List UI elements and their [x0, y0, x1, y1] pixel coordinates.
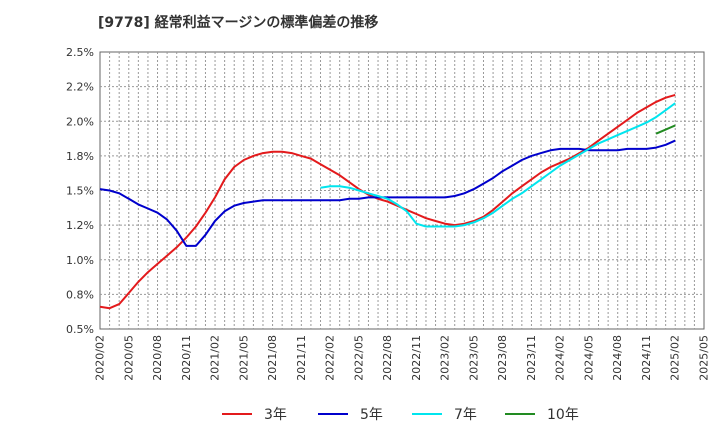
series-line-10年	[655, 124, 676, 135]
series-line-3年	[99, 93, 676, 310]
legend-label: 7年	[454, 407, 477, 423]
x-tick-label: 2023/02	[439, 335, 452, 381]
x-tick-label: 2024/11	[640, 335, 653, 381]
y-tick-label: 2.2%	[66, 81, 94, 94]
x-tick-label: 2022/11	[410, 335, 423, 381]
legend-label: 3年	[264, 407, 287, 423]
series-line-7年	[320, 102, 676, 228]
x-tick-label: 2023/08	[496, 335, 509, 381]
x-axis: 2020/02 2020/05 2020/08 2020/11 2021/02 2021/…	[94, 335, 711, 381]
x-tick-label: 2025/05	[698, 335, 711, 381]
y-tick-label: 0.8%	[66, 288, 94, 301]
legend-label: 10年	[547, 407, 579, 423]
x-tick-label: 2023/05	[467, 335, 480, 381]
x-tick-label: 2022/08	[381, 335, 394, 381]
x-tick-label: 2020/02	[94, 335, 107, 381]
x-tick-label: 2023/11	[525, 335, 538, 381]
y-tick-label: 1.5%	[66, 185, 94, 198]
x-tick-label: 2021/08	[266, 335, 279, 381]
x-tick-label: 2022/02	[324, 335, 337, 381]
y-tick-label: 2.5%	[66, 46, 94, 59]
x-tick-label: 2021/05	[237, 335, 250, 381]
y-tick-label: 1.2%	[66, 219, 94, 232]
x-tick-label: 2021/02	[209, 335, 222, 381]
series-line-5年	[99, 139, 676, 247]
x-tick-label: 2025/02	[669, 335, 682, 381]
series-lines	[99, 93, 676, 310]
legend-label: 5年	[360, 407, 383, 423]
x-tick-label: 2024/08	[611, 335, 624, 381]
x-tick-label: 2022/05	[352, 335, 365, 381]
x-tick-label: 2024/05	[582, 335, 595, 381]
x-tick-label: 2020/11	[180, 335, 193, 381]
y-tick-label: 1.0%	[66, 254, 94, 267]
y-tick-label: 0.5%	[66, 323, 94, 336]
x-tick-label: 2021/11	[295, 335, 308, 381]
y-axis: 0.5% 0.8% 1.0% 1.2% 1.5% 1.8% 2.0% 2.2% 2.5%	[66, 46, 94, 336]
x-tick-label: 2024/02	[554, 335, 567, 381]
grid-lines	[100, 52, 704, 329]
y-tick-label: 2.0%	[66, 115, 94, 128]
y-tick-label: 1.8%	[66, 150, 94, 163]
x-tick-label: 2020/05	[122, 335, 135, 381]
legend: 3年 5年 7年 10年	[222, 407, 579, 423]
x-tick-label: 2020/08	[151, 335, 164, 381]
chart-title: [9778] 経常利益マージンの標準偏差の推移	[98, 15, 379, 31]
